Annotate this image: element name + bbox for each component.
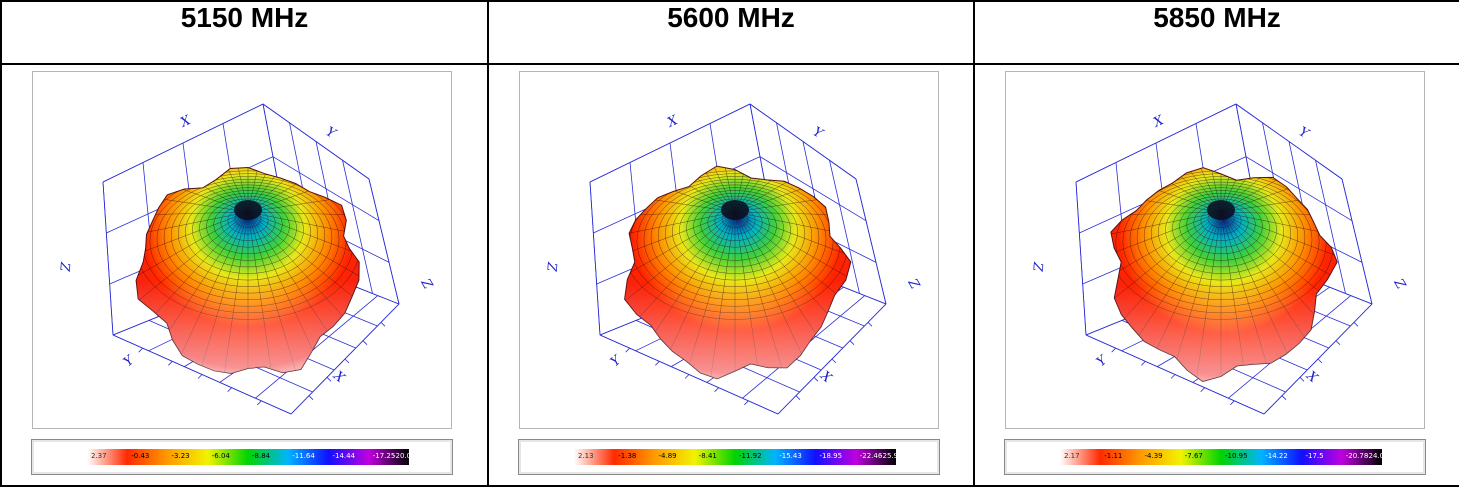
colorbar-tick-label: -15.43 [779,452,802,460]
axis-label-z-right: Z [417,276,435,293]
header-5600: 5600 MHz [487,0,975,65]
colorbar-tick-label: 2.37 [91,452,107,460]
panel-title: 5850 MHz [1153,2,1281,33]
header-5850: 5850 MHz [973,0,1459,65]
colorbar-tick-label: -11.64 [292,452,315,460]
colorbar-tick-label: -7.67 [1184,452,1203,460]
axis-label-x-top: X [664,113,680,131]
axis-label-z-left: Z [56,261,72,273]
colorbar-gradient [87,449,409,465]
axis-label-y-top: Y [810,124,826,142]
colorbar-tick-label: -8.84 [252,452,271,460]
colorbar-tick-label: -20.78 [1345,452,1369,460]
colorbar-tick-label: -0.43 [131,452,150,460]
colorbar-gradient [574,449,896,465]
colorbar-tick-label: -1.38 [618,452,637,460]
colorbar-tick-label: -8.41 [698,452,717,460]
axis-label-x-top: X [1150,113,1166,131]
colorbar-tick-label: -4.89 [658,452,677,460]
colorbar-tick-label: -11.92 [739,452,762,460]
colorbar-tick-label: -17.25 [372,452,396,460]
colorbar-gradient [1060,449,1382,465]
panel-5600: X Y Z Z Y X 2.13 -1.38 -4.89 -8.41 -11.92 -15.43 -18… [487,63,975,487]
axis-label-y-bottom: Y [1094,352,1111,370]
pattern-plot: X Y Z Z Y X [32,71,452,429]
pattern-3d-svg: X Y Z Z Y X [543,103,923,415]
axis-label-y-top: Y [323,124,339,142]
header-5150: 5150 MHz [0,0,489,65]
colorbar-tick-label: 2.13 [578,452,594,460]
colorbar-tick-label: -10.95 [1225,452,1248,460]
pattern-plot: X Y Z Z Y X [519,71,939,429]
colorbar-tick-label: -17.5 [1305,452,1324,460]
colorbar-tick-label: -20.05 [393,452,416,460]
axis-label-z-right: Z [1390,276,1408,293]
radiation-pattern [624,165,852,380]
colorbar-legend: 2.37 -0.43 -3.23 -6.04 -8.84 -11.64 -14.44 -17.… [31,439,453,475]
colorbar-tick-label: -25.97 [880,452,903,460]
panel-title: 5150 MHz [180,2,309,33]
pattern-3d-svg: X Y Z Z Y X [56,103,436,415]
panel-title: 5600 MHz [667,2,795,33]
axis-label-x-bottom: X [330,368,348,387]
axis-label-x-bottom: X [1303,368,1321,387]
axis-label-z-right: Z [904,276,922,293]
colorbar-tick-label: -4.39 [1144,452,1163,460]
colorbar-tick-label: -3.23 [171,452,190,460]
colorbar-tick-label: -18.95 [819,452,843,460]
colorbar-tick-label: -14.22 [1265,452,1288,460]
colorbar-tick-label: -14.44 [332,452,356,460]
axis-label-y-bottom: Y [121,352,138,370]
pattern-plot: X Y Z Z Y X [1005,71,1425,429]
colorbar-legend: 2.17 -1.11 -4.39 -7.67 -10.95 -14.22 -17.5 -20.… [1004,439,1426,475]
colorbar-tick-label: 2.17 [1064,452,1080,460]
axis-label-x-top: X [177,113,193,131]
radiation-pattern [1110,167,1338,382]
axis-label-z-left: Z [543,261,559,273]
panel-5150: X Y Z Z Y X 2.37 -0.43 -3.23 -6.04 -8.84 -11.64 -14.… [0,63,489,487]
radiation-pattern [135,166,360,374]
colorbar-legend: 2.13 -1.38 -4.89 -8.41 -11.92 -15.43 -18.95 -22… [518,439,940,475]
colorbar-tick-label: -6.04 [211,452,230,460]
pattern-3d-svg: X Y Z Z Y X [1029,103,1409,415]
colorbar-tick-label: -24.06 [1366,452,1389,460]
panel-5850: X Y Z Z Y X 2.17 -1.11 -4.39 -7.67 -10.95 -14.22 -17… [973,63,1459,487]
axis-label-y-bottom: Y [608,352,625,370]
axis-label-y-top: Y [1296,124,1312,142]
axis-label-z-left: Z [1029,261,1045,273]
axis-label-x-bottom: X [817,368,835,387]
colorbar-tick-label: -1.11 [1104,452,1123,460]
colorbar-tick-label: -22.46 [859,452,883,460]
